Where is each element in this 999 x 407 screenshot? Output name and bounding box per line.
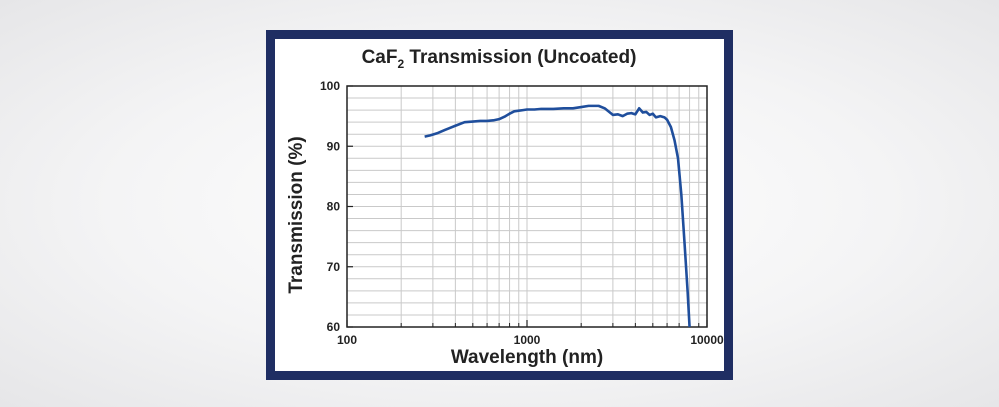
y-tick-label: 80 — [327, 200, 341, 214]
chart-title-sub: 2 — [397, 57, 404, 71]
chart-title: CaF2 Transmission (Uncoated) — [362, 47, 637, 71]
axis-ticks — [346, 85, 708, 328]
y-axis-label: Transmission (%) — [286, 136, 307, 293]
y-tick-label: 100 — [320, 79, 340, 93]
chart-svg: CaF2 Transmission (Uncoated) 100 1000 1000… — [286, 47, 724, 368]
y-tick-labels: 60 70 80 90 100 — [320, 79, 340, 334]
y-tick-label: 70 — [327, 260, 341, 274]
chart-title-main: CaF — [362, 47, 398, 68]
chart-title-rest: Transmission (Uncoated) — [404, 47, 636, 68]
x-tick-label: 100 — [337, 333, 357, 347]
x-axis-label: Wavelength (nm) — [451, 347, 603, 368]
x-tick-labels: 100 1000 10000 — [337, 333, 724, 347]
y-tick-label: 90 — [327, 139, 341, 153]
y-tick-label: 60 — [327, 320, 341, 334]
grid — [347, 86, 707, 327]
x-tick-label: 1000 — [514, 333, 541, 347]
chart-frame: CaF2 Transmission (Uncoated) 100 1000 1000… — [266, 30, 733, 380]
x-tick-label: 10000 — [690, 333, 724, 347]
series-line — [424, 104, 691, 328]
